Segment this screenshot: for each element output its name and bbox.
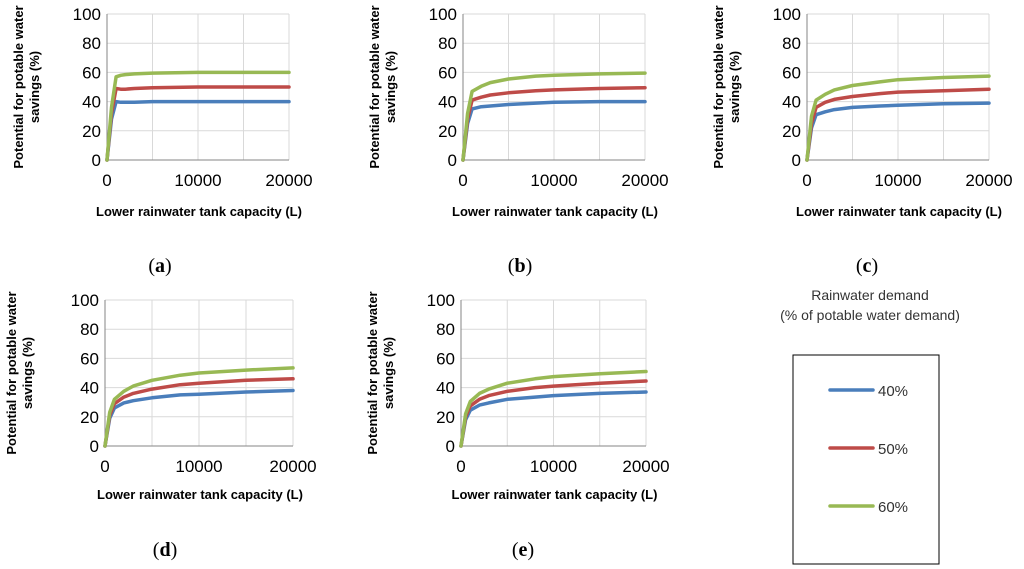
y-axis-title-line2: savings (%)	[27, 51, 42, 123]
chart-d: 0 20 40 60 80 100 0 10000 20000 Lower rainwater t…	[4, 291, 317, 561]
y-tick-label: 40	[80, 379, 99, 398]
x-tick-label: 10000	[530, 171, 577, 190]
panel-label-b: (b)	[508, 255, 532, 277]
y-tick-label: 0	[792, 151, 801, 170]
y-tick-label: 80	[82, 34, 101, 53]
panel-label-e: (e)	[512, 539, 534, 561]
chart-b: 0 20 40 60 80 100 0 10000 20000 Lower rainwater t…	[367, 5, 669, 277]
y-tick-label: 20	[782, 122, 801, 141]
y-tick-label: 0	[448, 151, 457, 170]
y-axis-title: Potential for potable watersavings (%)	[4, 291, 35, 454]
y-tick-label: 40	[438, 93, 457, 112]
y-axis-title: Potential for potable watersavings (%)	[711, 5, 742, 168]
y-tick-label: 40	[436, 379, 455, 398]
panel-label-a: (a)	[148, 255, 171, 277]
y-tick-label: 80	[80, 320, 99, 339]
series-line-60pct	[103, 366, 295, 448]
x-tick-label: 20000	[965, 171, 1012, 190]
y-axis-title: Potential for potable watersavings (%)	[365, 291, 396, 454]
y-tick-label: 20	[82, 122, 101, 141]
panel-label-c: (c)	[856, 255, 878, 277]
y-tick-label: 0	[90, 437, 99, 456]
y-tick-label: 60	[436, 349, 455, 368]
y-axis-title-line1: Potential for potable water	[711, 5, 726, 168]
x-tick-label: 10000	[174, 171, 221, 190]
x-tick-label: 20000	[269, 457, 316, 476]
legend: Rainwater demand (% of potable water dema…	[780, 287, 960, 565]
x-tick-label: 20000	[621, 171, 668, 190]
x-tick-label: 0	[100, 457, 109, 476]
legend-title-line2: (% of potable water demand)	[780, 307, 960, 323]
y-axis-title-line1: Potential for potable water	[365, 291, 380, 454]
y-axis-title-line2: savings (%)	[20, 337, 35, 409]
x-tick-label: 20000	[265, 171, 312, 190]
legend-entry-label: 60%	[878, 499, 908, 516]
x-tick-label: 0	[802, 171, 811, 190]
series-line-60pct	[461, 71, 647, 162]
x-axis-title: Lower rainwater tank capacity (L)	[796, 204, 1002, 219]
x-tick-label: 0	[458, 171, 467, 190]
y-axis-title: Potential for potable watersavings (%)	[367, 5, 398, 168]
x-tick-label: 0	[102, 171, 111, 190]
legend-title-line1: Rainwater demand	[811, 287, 929, 303]
chart-e: 0 20 40 60 80 100 0 10000 20000 Lower rainwater t…	[365, 291, 670, 561]
x-tick-label: 10000	[874, 171, 921, 190]
y-tick-label: 80	[782, 34, 801, 53]
legend-entry-label: 40%	[878, 383, 908, 400]
y-tick-label: 100	[71, 291, 99, 310]
y-tick-label: 60	[438, 63, 457, 82]
x-axis-title: Lower rainwater tank capacity (L)	[452, 204, 658, 219]
y-axis-title-line2: savings (%)	[383, 51, 398, 123]
y-axis-title-line2: savings (%)	[727, 51, 742, 123]
series-line-50pct	[805, 87, 991, 162]
y-tick-label: 40	[782, 93, 801, 112]
y-tick-label: 20	[436, 408, 455, 427]
series-line-60pct	[105, 70, 291, 162]
y-tick-label: 100	[429, 5, 457, 24]
y-tick-label: 0	[446, 437, 455, 456]
x-tick-label: 10000	[530, 457, 577, 476]
x-tick-label: 10000	[175, 457, 222, 476]
y-axis-title-line1: Potential for potable water	[11, 5, 26, 168]
y-tick-label: 100	[73, 5, 101, 24]
y-tick-label: 20	[80, 408, 99, 427]
y-tick-label: 80	[436, 320, 455, 339]
y-tick-label: 0	[92, 151, 101, 170]
x-axis-title: Lower rainwater tank capacity (L)	[452, 487, 658, 502]
y-axis-title: Potential for potable watersavings (%)	[11, 5, 42, 168]
x-tick-label: 0	[456, 457, 465, 476]
series-line-60pct	[805, 74, 991, 162]
y-tick-label: 20	[438, 122, 457, 141]
y-tick-label: 60	[782, 63, 801, 82]
x-tick-label: 20000	[622, 457, 669, 476]
y-tick-label: 100	[427, 291, 455, 310]
y-tick-label: 60	[82, 63, 101, 82]
panel-label-d: (d)	[153, 539, 177, 561]
y-tick-label: 80	[438, 34, 457, 53]
y-tick-label: 100	[773, 5, 801, 24]
y-tick-label: 60	[80, 349, 99, 368]
chart-c: 0 20 40 60 80 100 0 10000 20000 Lower rainwater t…	[711, 5, 1013, 277]
legend-entry-label: 50%	[878, 441, 908, 458]
y-tick-label: 40	[82, 93, 101, 112]
y-axis-title-line1: Potential for potable water	[367, 5, 382, 168]
legend-box	[792, 354, 940, 565]
y-axis-title-line2: savings (%)	[381, 337, 396, 409]
x-axis-title: Lower rainwater tank capacity (L)	[97, 487, 303, 502]
x-axis-title: Lower rainwater tank capacity (L)	[96, 204, 302, 219]
y-axis-title-line1: Potential for potable water	[4, 291, 19, 454]
chart-a: 0 20 40 60 80 100 0 10000 20000 Lower rainwater t…	[11, 5, 313, 277]
series-line-60pct	[459, 369, 648, 448]
